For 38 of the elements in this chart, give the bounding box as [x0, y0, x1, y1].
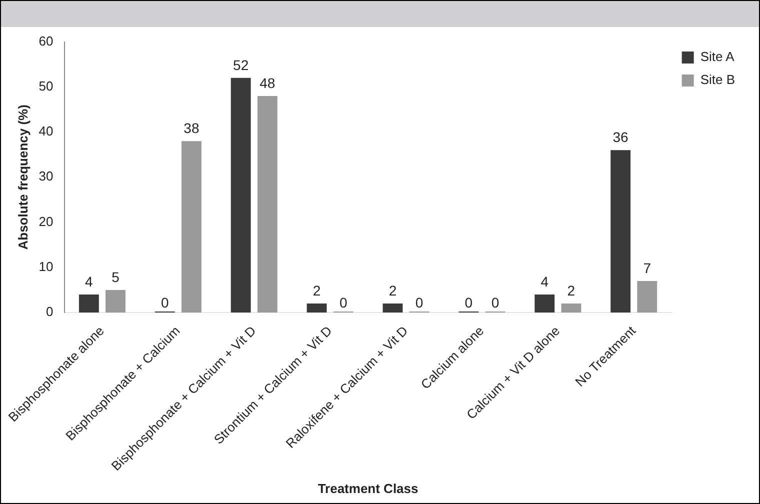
y-tick-label: 10 — [38, 258, 54, 274]
data-label: 5 — [112, 268, 120, 285]
data-label: 36 — [612, 128, 629, 145]
bar — [534, 294, 555, 313]
bar — [106, 290, 126, 313]
data-label: 52 — [233, 56, 249, 73]
data-label: 4 — [540, 273, 549, 290]
bar — [257, 96, 278, 313]
y-tick-label: 60 — [38, 33, 54, 48]
data-label: 38 — [184, 120, 200, 136]
data-label: 0 — [339, 294, 348, 310]
bar — [561, 304, 582, 313]
data-label: 0 — [415, 294, 424, 310]
data-label: 0 — [464, 294, 473, 310]
data-label: 0 — [160, 294, 169, 310]
data-label: 2 — [312, 282, 321, 298]
data-label: 48 — [260, 74, 276, 91]
y-tick-label: 30 — [38, 168, 54, 184]
y-axis-title: Absolute frequency (%) — [16, 104, 31, 250]
data-label: 0 — [491, 294, 500, 310]
data-label: 2 — [388, 282, 397, 298]
y-tick-label: 0 — [46, 304, 54, 320]
bar — [306, 304, 327, 313]
bar — [610, 150, 631, 313]
data-label: 7 — [643, 260, 652, 276]
x-axis-title: Treatment Class — [318, 480, 418, 496]
bar — [182, 141, 202, 313]
bar — [230, 78, 251, 313]
y-tick-label: 40 — [38, 124, 54, 139]
bar — [382, 304, 403, 313]
bar — [637, 280, 658, 313]
data-label: 2 — [567, 282, 576, 298]
data-label: 4 — [85, 273, 94, 290]
y-tick-label: 50 — [38, 78, 54, 94]
legend-label: Site A — [700, 49, 735, 64]
bar — [78, 294, 99, 313]
legend-label: Site B — [700, 72, 736, 88]
y-tick-label: 20 — [38, 214, 54, 229]
